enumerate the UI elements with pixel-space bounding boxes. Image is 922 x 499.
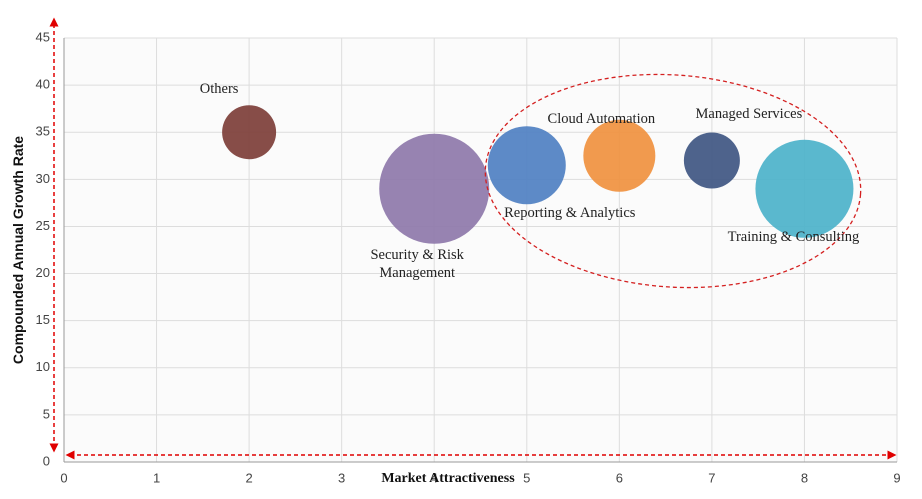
x-tick-label: 1 [153,470,160,485]
y-tick-label: 40 [36,77,50,92]
bubble-label: Managed Services [695,106,803,123]
bubble-label: Cloud Automation [547,110,656,127]
x-tick-label: 3 [338,470,345,485]
y-tick-label: 15 [36,312,50,327]
y-tick-label: 25 [36,218,50,233]
x-tick-label: 7 [708,470,715,485]
bubble-label: Security & Risk Management [370,246,464,281]
bubble [583,119,656,192]
x-tick-label: 4 [431,470,438,485]
bubble [379,133,490,244]
x-axis-title: Market Attractiveness [381,471,515,486]
bubble [755,139,854,238]
y-tick-label: 35 [36,124,50,139]
x-tick-label: 2 [245,470,252,485]
x-tick-label: 8 [801,470,808,485]
y-axis-title: Compounded Annual Growth Rate [10,135,26,365]
y-tick-label: 20 [36,265,50,280]
y-tick-label: 10 [36,359,50,374]
x-tick-label: 6 [616,470,623,485]
bubble-label: Reporting & Analytics [504,205,636,222]
y-tick-label: 30 [36,171,50,186]
y-tick-label: 0 [43,453,50,468]
x-tick-label: 9 [893,470,900,485]
bubble-label: Training & Consulting [727,228,860,245]
y-tick-label: 5 [43,406,50,421]
plot-area [64,38,897,462]
x-tick-label: 0 [60,470,67,485]
x-tick-label: 5 [523,470,530,485]
highlight-ellipse [484,73,862,289]
bubble [487,126,566,205]
y-tick-label: 45 [36,29,50,44]
bubble [683,132,740,189]
bubble-label: Others [199,81,239,98]
bubble [222,105,277,160]
